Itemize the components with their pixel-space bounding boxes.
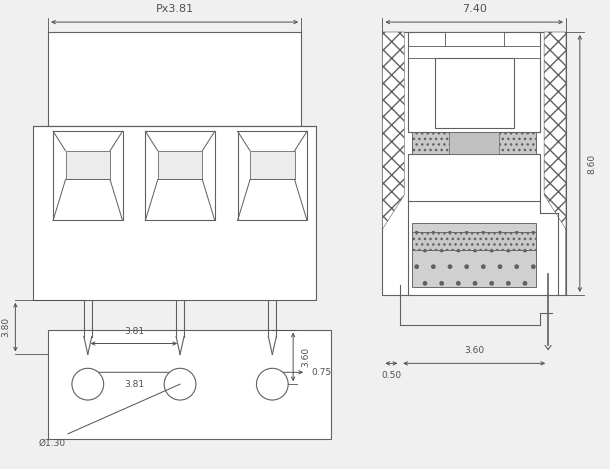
Bar: [250, 151, 295, 180]
Text: Px3.81: Px3.81: [156, 4, 193, 14]
Text: Ø1.30: Ø1.30: [39, 439, 66, 448]
Text: 0.75: 0.75: [311, 368, 331, 377]
Bar: [237, 131, 307, 220]
Text: 3.60: 3.60: [464, 347, 484, 356]
Circle shape: [72, 368, 104, 400]
Text: 3.60: 3.60: [301, 347, 310, 367]
Text: 3.81: 3.81: [124, 380, 144, 389]
Text: 0.50: 0.50: [381, 371, 401, 380]
Bar: [434, 58, 514, 128]
Bar: [48, 32, 301, 126]
Polygon shape: [544, 32, 566, 295]
Bar: [412, 132, 536, 154]
Bar: [450, 132, 499, 154]
Bar: [158, 151, 203, 180]
Circle shape: [256, 368, 288, 400]
Circle shape: [164, 368, 196, 400]
Bar: [408, 32, 540, 132]
Bar: [145, 131, 215, 220]
Text: 3.81: 3.81: [124, 326, 144, 336]
Bar: [408, 46, 540, 58]
Text: 7.40: 7.40: [462, 4, 487, 14]
Bar: [48, 330, 331, 439]
Text: 8.60: 8.60: [588, 153, 597, 174]
Bar: [33, 126, 316, 300]
Bar: [412, 232, 536, 250]
Bar: [412, 223, 536, 287]
Bar: [408, 154, 540, 201]
Bar: [445, 32, 504, 46]
Bar: [65, 151, 110, 180]
Bar: [53, 131, 123, 220]
Bar: [382, 32, 566, 295]
Polygon shape: [382, 32, 404, 295]
Text: 3.80: 3.80: [1, 317, 10, 337]
